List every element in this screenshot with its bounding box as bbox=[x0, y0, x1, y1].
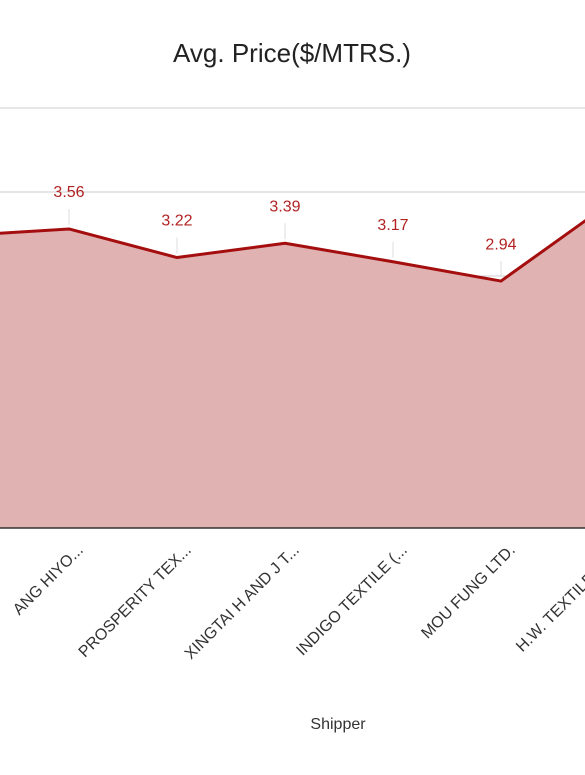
chart-title: Avg. Price($/MTRS.) bbox=[173, 38, 411, 68]
area-fill bbox=[0, 220, 585, 528]
line bbox=[0, 219, 585, 283]
data-label: 3.22 bbox=[161, 213, 192, 230]
data-label: 3.39 bbox=[269, 198, 300, 215]
x-tick-label: XINGTAI H AND J T... bbox=[182, 542, 303, 663]
data-label: 3.56 bbox=[53, 184, 84, 201]
x-tick-label: MOU FUNG LTD. bbox=[418, 542, 518, 642]
x-axis-title: Shipper bbox=[310, 716, 366, 733]
x-tick-label: PROSPERITY TEX... bbox=[76, 542, 195, 661]
x-tick-label: INDIGO TEXTILE (... bbox=[293, 542, 410, 659]
data-label: 2.94 bbox=[485, 236, 516, 253]
x-tick-label: ANG HIYO... bbox=[10, 542, 87, 619]
x-tick-label: H.W. TEXTILES C... bbox=[513, 542, 585, 656]
data-label: 3.17 bbox=[377, 217, 408, 234]
